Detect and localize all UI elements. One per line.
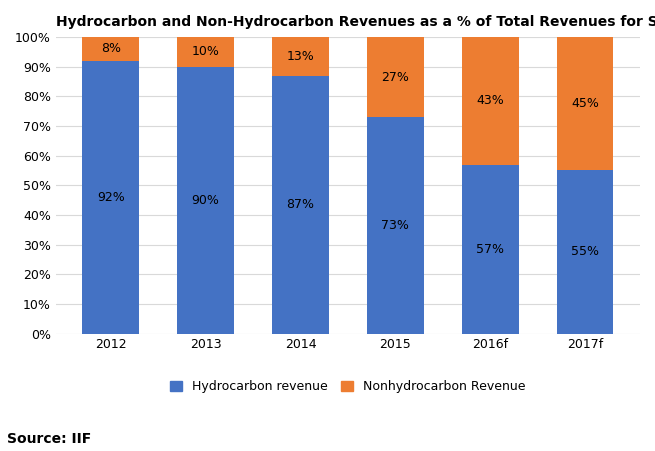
Text: 57%: 57% bbox=[476, 243, 504, 256]
Bar bbox=[272, 37, 329, 76]
Text: 10%: 10% bbox=[192, 46, 219, 59]
Bar bbox=[83, 61, 140, 333]
Bar bbox=[272, 76, 329, 333]
Text: 43%: 43% bbox=[476, 94, 504, 107]
Text: 13%: 13% bbox=[287, 50, 314, 63]
Bar bbox=[177, 37, 234, 67]
Bar bbox=[83, 37, 140, 61]
Text: Source: IIF: Source: IIF bbox=[7, 433, 91, 446]
Bar bbox=[367, 37, 424, 117]
Text: Hydrocarbon and Non-Hydrocarbon Revenues as a % of Total Revenues for Saudi Arab: Hydrocarbon and Non-Hydrocarbon Revenues… bbox=[56, 15, 655, 29]
Text: 92%: 92% bbox=[97, 191, 124, 204]
Text: 87%: 87% bbox=[286, 198, 314, 211]
Bar bbox=[367, 117, 424, 333]
Text: 55%: 55% bbox=[571, 245, 599, 258]
Bar bbox=[462, 165, 519, 333]
Bar bbox=[557, 37, 614, 170]
Text: 27%: 27% bbox=[381, 71, 409, 83]
Bar bbox=[177, 67, 234, 333]
Text: 73%: 73% bbox=[381, 219, 409, 232]
Text: 90%: 90% bbox=[192, 193, 219, 207]
Bar bbox=[462, 37, 519, 165]
Text: 8%: 8% bbox=[101, 42, 121, 55]
Legend: Hydrocarbon revenue, Nonhydrocarbon Revenue: Hydrocarbon revenue, Nonhydrocarbon Reve… bbox=[165, 375, 531, 398]
Text: 45%: 45% bbox=[571, 97, 599, 110]
Bar bbox=[557, 170, 614, 333]
